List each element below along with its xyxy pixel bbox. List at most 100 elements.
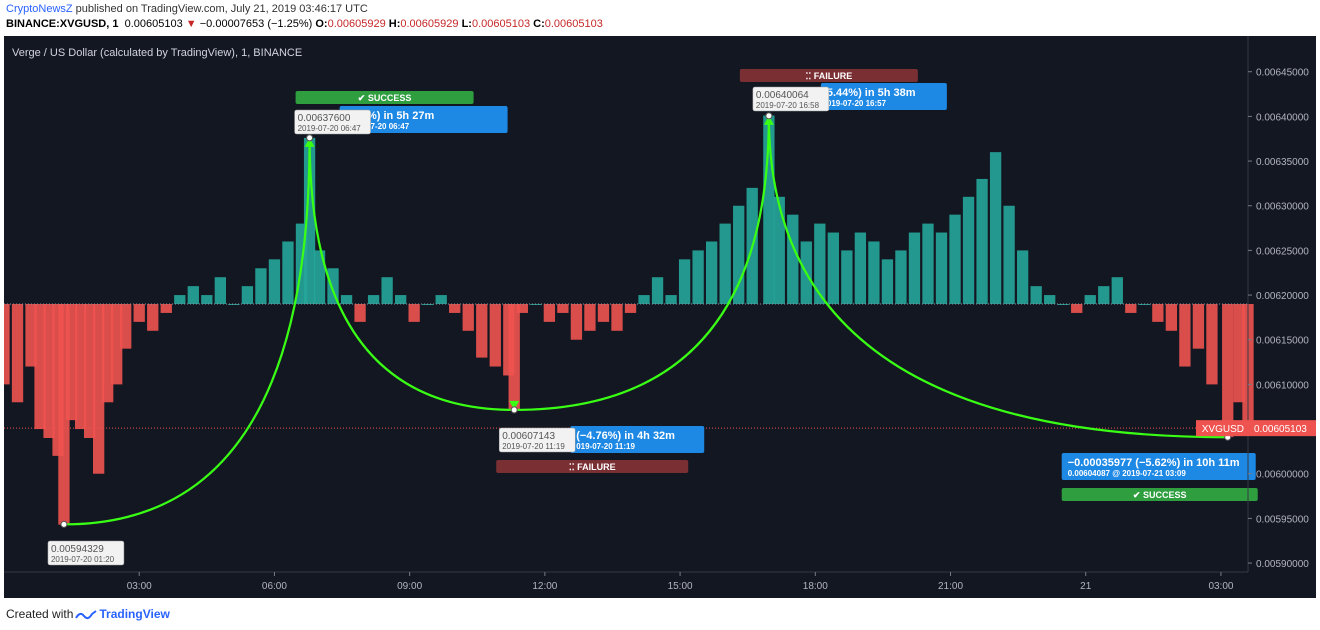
projection-info-box	[1061, 453, 1256, 480]
down-bar	[354, 304, 366, 322]
symbol-label: BINANCE:XVGUSD, 1	[6, 18, 119, 30]
projection-date-text: 0.00604087 @ 2019-07-21 03:09	[1068, 469, 1187, 478]
down-bar	[624, 304, 637, 313]
price-callout	[47, 540, 125, 566]
up-bar	[949, 214, 961, 304]
down-bar	[570, 304, 583, 340]
down-bar	[1206, 304, 1218, 385]
up-bar	[1098, 286, 1110, 304]
down-bar	[34, 304, 46, 430]
up-bar	[1084, 295, 1096, 304]
down-bar	[543, 304, 556, 322]
up-bar	[678, 259, 691, 304]
callout-price: 0.00637600	[298, 113, 351, 124]
price-callout	[752, 86, 830, 112]
up-bar	[268, 259, 281, 304]
down-arrow-icon: ▼	[185, 18, 197, 30]
projection-point	[60, 520, 68, 528]
callout-time: 2019-07-20 11:19	[502, 442, 565, 451]
down-bar	[476, 304, 488, 358]
up-bar	[773, 196, 785, 304]
up-bar	[922, 223, 934, 304]
callout-price: 0.00607143	[502, 431, 555, 442]
down-bar	[408, 304, 420, 322]
x-tick-label: 03:00	[127, 581, 152, 592]
up-bar	[201, 295, 213, 304]
down-bar	[120, 304, 132, 349]
up-bar	[282, 241, 294, 304]
up-bar	[854, 232, 867, 304]
up-bar	[255, 268, 267, 304]
up-bar	[394, 295, 407, 304]
down-bar	[597, 304, 610, 322]
footer: Created with TradingView	[6, 607, 170, 621]
up-bar	[638, 295, 650, 304]
low-label: L:	[461, 18, 472, 30]
high-value: 0.00605929	[400, 18, 459, 30]
y-tick-label: 0.00630000	[1256, 202, 1309, 213]
down-bar	[102, 304, 114, 403]
projection-change-text: −0.00035977 (−5.62%) in 10h 11m	[1068, 457, 1240, 469]
up-bar	[827, 232, 839, 304]
ohlc-line: BINANCE:XVGUSD, 1 0.00605103 ▼ −0.000076…	[6, 18, 603, 30]
up-bar	[787, 214, 799, 304]
up-bar	[313, 250, 326, 304]
up-bar	[1003, 205, 1015, 304]
publisher-link[interactable]: CryptoNewsZ	[6, 3, 73, 15]
down-bar	[43, 304, 55, 438]
up-bar	[895, 250, 907, 304]
up-bar	[881, 259, 894, 304]
down-bar	[449, 304, 461, 313]
high-label: H:	[388, 18, 401, 30]
projection-arrowhead	[509, 400, 520, 410]
failure-badge	[496, 460, 689, 473]
down-bar	[4, 304, 10, 385]
callout-price: 0.00640064	[756, 90, 809, 101]
down-bar	[584, 304, 596, 331]
projection-date-text: 019-07-20 11:19	[576, 442, 635, 451]
y-tick-label: 0.00620000	[1256, 291, 1309, 302]
up-bar	[367, 295, 380, 304]
open-value: 0.00605929	[327, 18, 386, 30]
y-tick-label: 0.00590000	[1256, 559, 1309, 570]
x-tick-label: 18:00	[803, 581, 828, 592]
projection-curve	[767, 115, 1228, 439]
up-bar	[241, 286, 254, 304]
projection-curve	[514, 115, 770, 412]
down-bar	[1125, 304, 1137, 313]
tradingview-link[interactable]: TradingView	[99, 607, 170, 621]
symbol-tag	[1196, 420, 1248, 437]
chart-container[interactable]: Verge / US Dollar (calculated by Trading…	[4, 36, 1316, 598]
down-bar	[508, 304, 520, 411]
up-bar	[733, 205, 745, 304]
up-bar	[381, 277, 393, 304]
price-callout	[498, 427, 576, 453]
up-bar	[908, 232, 921, 304]
down-bar	[489, 304, 501, 367]
up-bar	[841, 250, 853, 304]
up-bar	[651, 277, 664, 304]
projection-point	[306, 134, 314, 142]
price-callout	[294, 109, 371, 135]
callout-time: 2019-07-20 16:58	[756, 101, 820, 110]
down-bar	[11, 304, 24, 403]
up-bar	[935, 232, 948, 304]
up-bar	[174, 295, 186, 304]
up-bar	[187, 286, 199, 304]
x-tick-label: 03:00	[1208, 581, 1233, 592]
y-tick-label: 0.00615000	[1256, 336, 1309, 347]
down-bar	[133, 304, 145, 322]
up-bar	[705, 241, 718, 304]
price-chart[interactable]: Verge / US Dollar (calculated by Trading…	[4, 36, 1316, 598]
down-bar	[58, 304, 70, 525]
up-bar	[868, 241, 880, 304]
up-bar	[327, 268, 339, 304]
published-line: CryptoNewsZ published on TradingView.com…	[6, 3, 368, 15]
down-bar	[1179, 304, 1191, 367]
projection-change-text: 5.44%) in 5h 38m	[827, 87, 916, 99]
price-change: −0.00007653 (−1.25%)	[199, 18, 313, 30]
down-bar	[111, 304, 123, 385]
up-bar	[1044, 295, 1056, 304]
published-text: published on TradingView.com, July 21, 2…	[72, 3, 368, 15]
y-tick-label: 0.00610000	[1256, 380, 1309, 391]
